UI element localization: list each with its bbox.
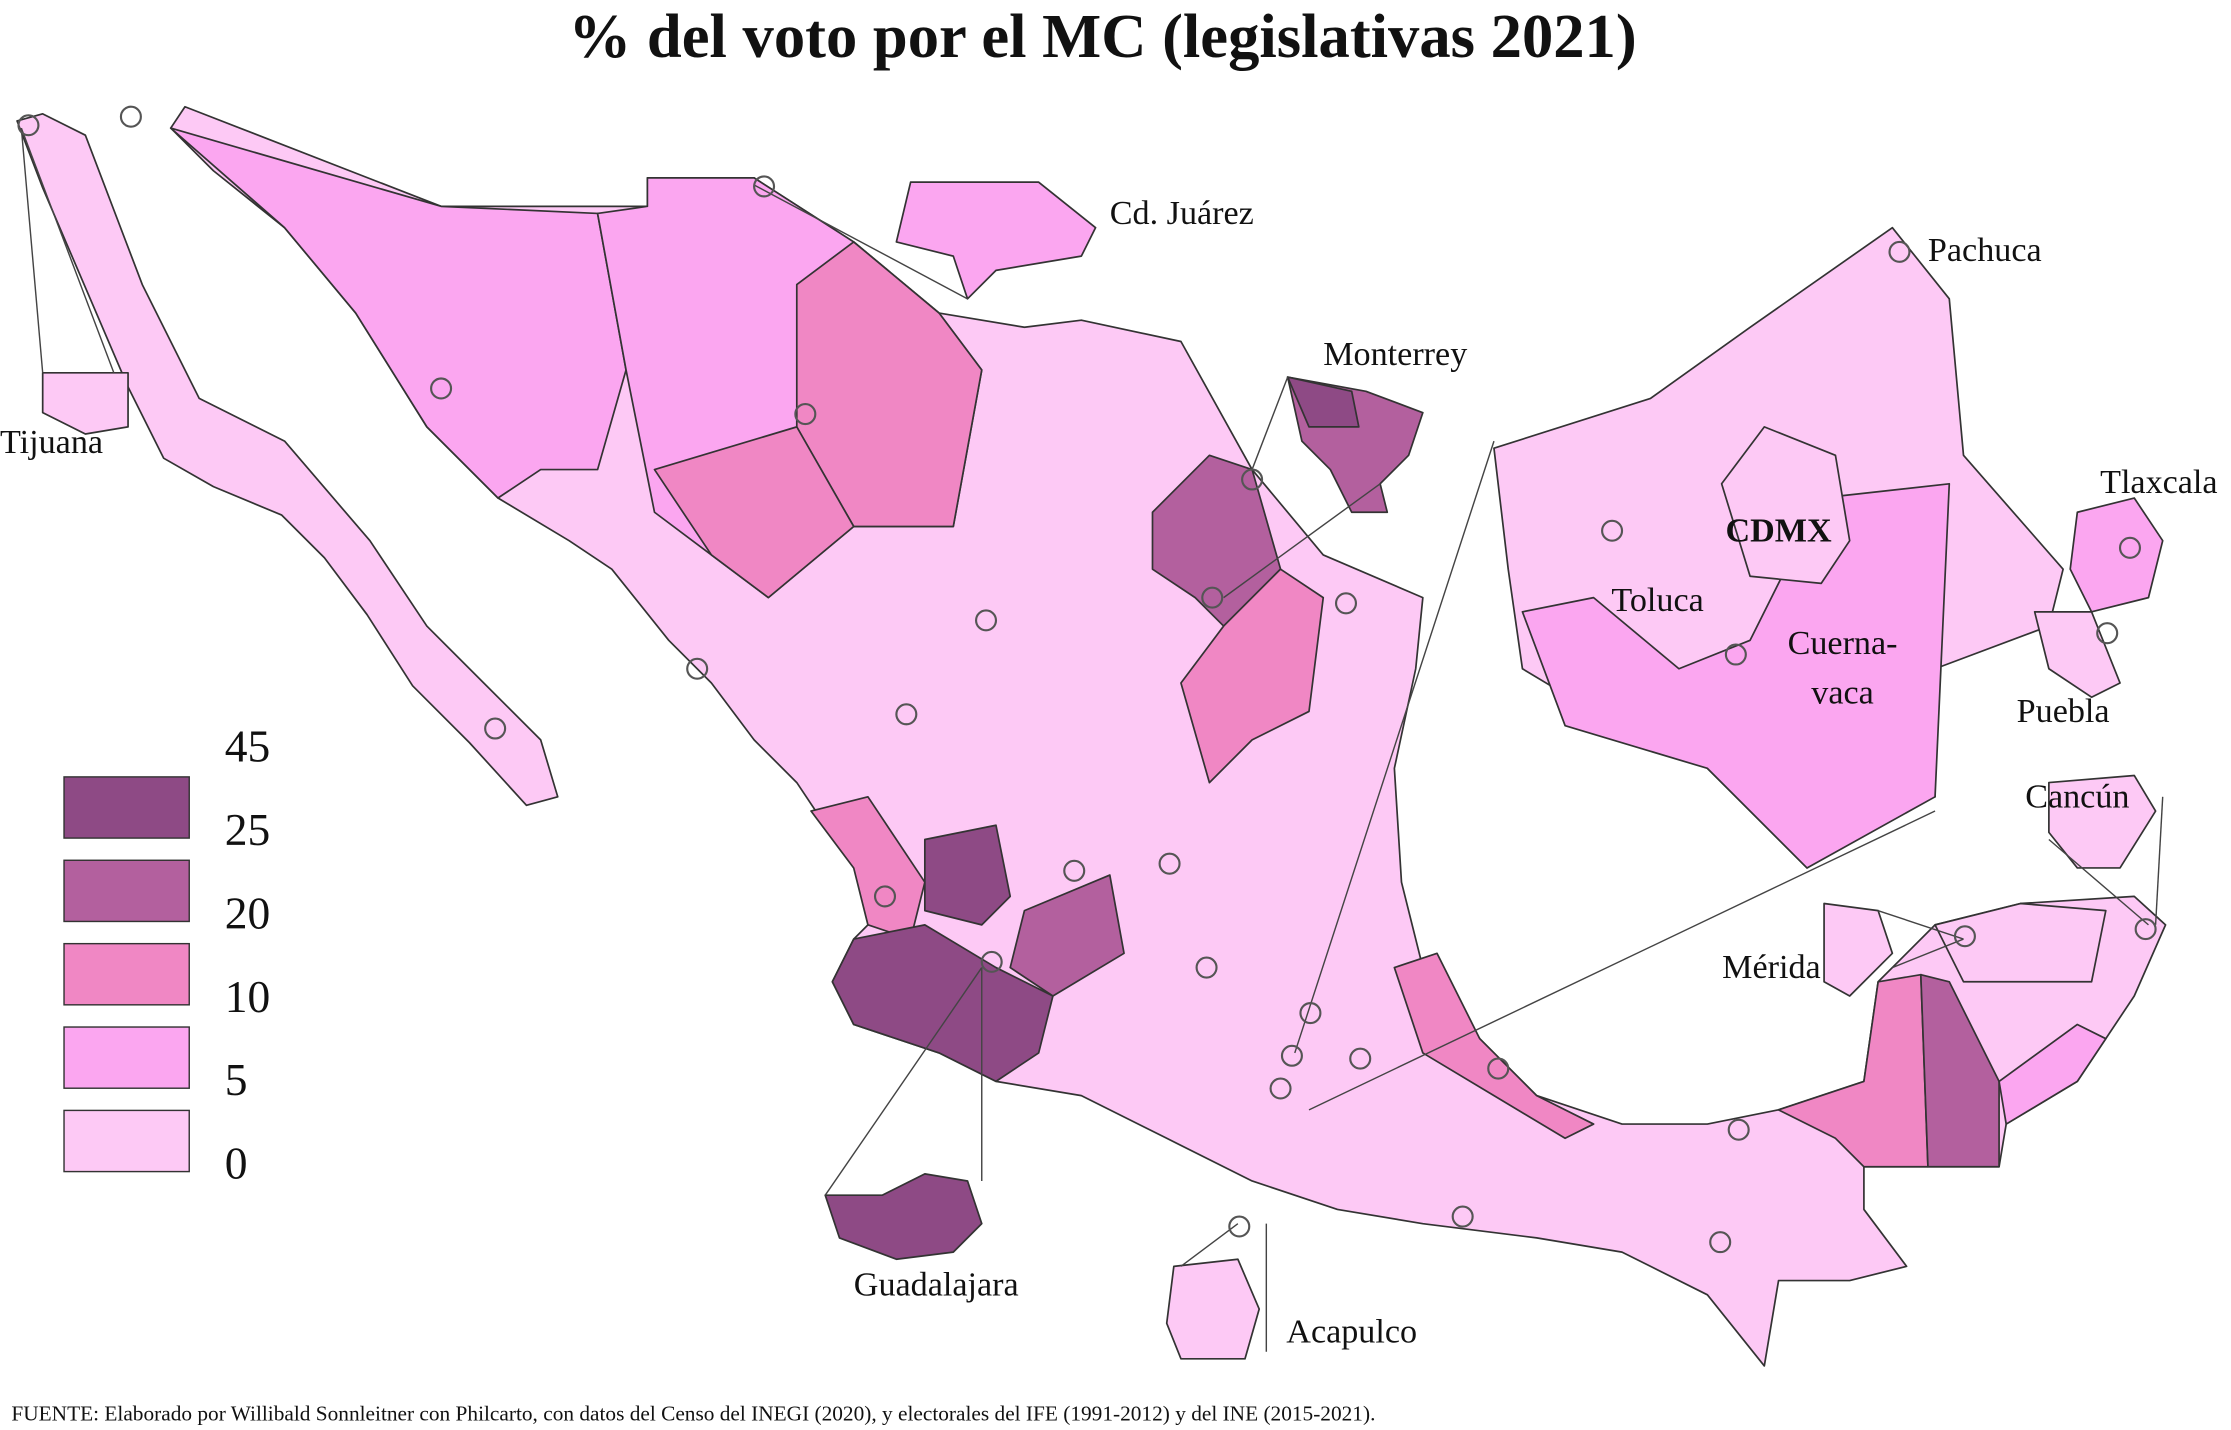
city-marker xyxy=(1349,1047,1372,1070)
city-marker xyxy=(17,114,40,137)
legend-swatch xyxy=(63,1026,190,1089)
city-marker xyxy=(1953,925,1976,948)
city-marker xyxy=(1451,1205,1474,1228)
connector-line xyxy=(1180,1223,1239,1267)
city-label: Tijuana xyxy=(0,424,103,461)
city-marker xyxy=(980,950,1003,973)
legend-swatch xyxy=(63,859,190,923)
city-label: Monterrey xyxy=(1323,336,1467,373)
city-marker xyxy=(1241,468,1264,491)
sonora xyxy=(169,127,627,499)
connector-line xyxy=(20,128,44,373)
connector-line xyxy=(824,967,983,1196)
city-marker xyxy=(794,403,817,426)
connector-line xyxy=(1294,440,1495,1054)
connector-line xyxy=(1892,938,1964,969)
legend-label: 25 xyxy=(225,804,271,855)
connector-line xyxy=(20,127,115,374)
city-marker xyxy=(1158,852,1181,875)
cdmx-core xyxy=(1720,426,1851,585)
city-marker xyxy=(873,885,897,908)
legend-swatch xyxy=(63,942,190,1006)
map-title: % del voto por el MC (legislativas 2021) xyxy=(569,1,1637,71)
city-marker xyxy=(1724,643,1747,666)
jalisco-north xyxy=(923,824,1012,926)
city-marker xyxy=(1269,1077,1292,1100)
city-marker xyxy=(1063,859,1086,882)
baja-california xyxy=(16,112,559,807)
jalisco xyxy=(831,924,1054,1083)
cancun-inset xyxy=(2048,774,2157,869)
city-marker xyxy=(1228,1215,1251,1238)
city-marker xyxy=(2096,622,2119,645)
tamaulipas xyxy=(1180,568,1325,784)
city-marker xyxy=(1334,592,1358,615)
city-marker xyxy=(686,657,709,680)
connector-line xyxy=(1308,810,1936,1111)
cdmx-inset-pink xyxy=(1521,482,1951,869)
city-marker xyxy=(753,175,776,198)
city-label: vaca xyxy=(1811,675,1874,712)
city-label: Pachuca xyxy=(1928,232,2042,269)
city-label: Acapulco xyxy=(1286,1313,1417,1350)
city-label: Cancún xyxy=(2025,778,2129,815)
yucatan-zone xyxy=(1934,902,2107,983)
city-marker xyxy=(974,609,998,632)
city-marker xyxy=(895,703,918,726)
legend-swatch xyxy=(63,1109,190,1173)
city-marker xyxy=(1709,1231,1732,1254)
connector-line xyxy=(2154,796,2164,925)
connector-line xyxy=(1251,376,1289,470)
city-marker xyxy=(2134,918,2157,941)
city-label: Toluca xyxy=(1611,582,1703,619)
chihuahua-south xyxy=(653,426,855,599)
city-marker xyxy=(2118,536,2142,559)
connector-line xyxy=(2048,838,2149,926)
city-marker xyxy=(1601,519,1624,542)
city-label: Tlaxcala xyxy=(2100,464,2217,501)
city-marker xyxy=(484,717,507,740)
tlaxcala-inset xyxy=(2069,497,2164,613)
guadalajara-inset xyxy=(824,1173,983,1261)
city-marker xyxy=(1727,1118,1750,1141)
connector-line xyxy=(1223,483,1381,599)
city-marker xyxy=(1487,1057,1510,1080)
city-label: Cd. Juárez xyxy=(1110,195,1254,232)
connector-line xyxy=(753,184,968,300)
legend-label: 10 xyxy=(225,971,271,1022)
legend-label: 0 xyxy=(225,1138,248,1189)
city-marker xyxy=(430,377,453,400)
city-marker xyxy=(119,105,142,128)
monterrey-dark xyxy=(1286,376,1360,428)
acapulco-inset xyxy=(1165,1258,1261,1360)
legend-label: 5 xyxy=(225,1054,248,1105)
source-note: FUENTE: Elaborado por Willibald Sonnleit… xyxy=(11,1402,1375,1426)
city-marker xyxy=(1280,1044,1303,1067)
campeche-east xyxy=(1919,973,2000,1168)
merida-inset xyxy=(1823,902,1894,997)
legend-label: 20 xyxy=(225,887,271,938)
veracruz xyxy=(1393,952,1595,1140)
jalisco-east xyxy=(1009,874,1125,997)
city-marker xyxy=(1299,1002,1322,1025)
city-label: Mérida xyxy=(1722,949,1821,986)
city-label: CDMX xyxy=(1725,512,1831,549)
city-marker xyxy=(1201,586,1224,609)
city-marker xyxy=(1888,240,1911,263)
connector-line xyxy=(1877,909,1964,940)
puebla-inset xyxy=(2033,610,2121,699)
legend-swatch xyxy=(63,776,190,839)
city-label: Guadalajara xyxy=(854,1267,1019,1304)
legend-label: 45 xyxy=(225,721,271,772)
city-marker xyxy=(1195,956,1218,979)
juarez-inset xyxy=(895,181,1097,300)
city-label: Puebla xyxy=(2017,693,2110,730)
quintana-roo xyxy=(1998,1023,2107,1125)
city-label: Cuerna- xyxy=(1788,625,1898,662)
